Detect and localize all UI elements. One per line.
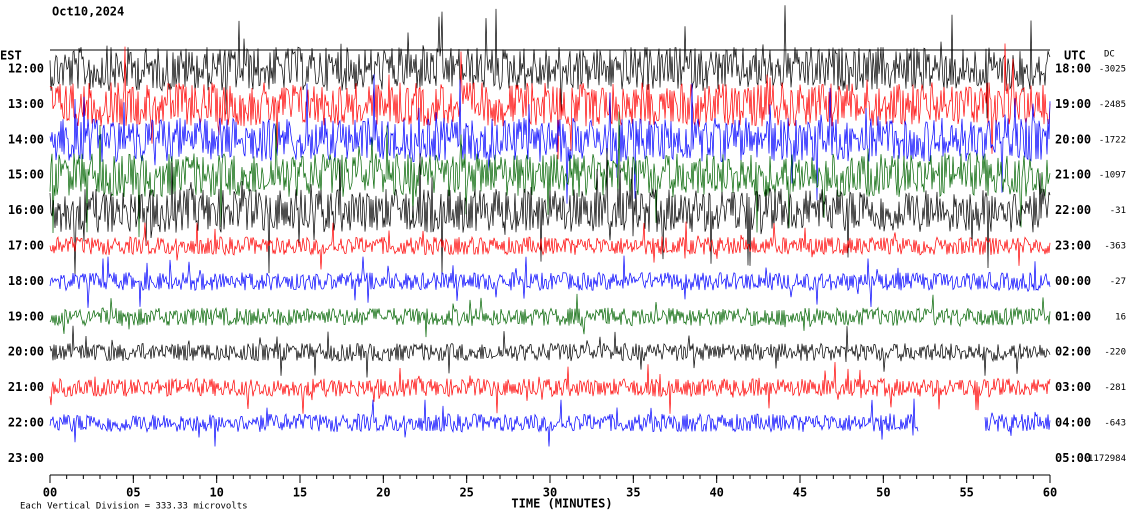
x-tick-label: 30 xyxy=(543,486,557,500)
trace xyxy=(49,361,1051,414)
est-label: 16:00 xyxy=(8,203,44,217)
est-label: 22:00 xyxy=(8,416,44,430)
utc-label: 03:00 xyxy=(1055,380,1091,394)
dc-label: -3025 xyxy=(1099,65,1126,75)
utc-label: 22:00 xyxy=(1055,203,1091,217)
trace xyxy=(49,398,1051,447)
est-label: 19:00 xyxy=(8,309,44,323)
dc-label: -1172984 xyxy=(1083,454,1126,464)
est-label: 23:00 xyxy=(8,451,44,465)
x-tick-label: 00 xyxy=(43,486,57,500)
utc-label: 20:00 xyxy=(1055,132,1091,146)
x-axis-label: TIME (MINUTES) xyxy=(511,497,612,511)
trace xyxy=(49,148,1051,275)
dc-label: -1097 xyxy=(1099,171,1126,181)
x-tick-label: 20 xyxy=(376,486,390,500)
utc-label: 04:00 xyxy=(1055,416,1091,430)
dc-label: -31 xyxy=(1110,206,1126,216)
trace xyxy=(49,293,1051,338)
x-tick-label: 10 xyxy=(209,486,223,500)
x-tick-label: 40 xyxy=(709,486,723,500)
utc-label: 19:00 xyxy=(1055,97,1091,111)
trace xyxy=(49,74,1051,204)
left-axis-label: EST xyxy=(0,49,22,63)
utc-label: 23:00 xyxy=(1055,239,1091,253)
trace xyxy=(49,5,1051,119)
chart-title: Oct10,2024 xyxy=(52,5,124,19)
trace xyxy=(49,221,1051,270)
trace xyxy=(49,255,1051,308)
dc-label: -27 xyxy=(1110,277,1126,287)
est-label: 13:00 xyxy=(8,97,44,111)
est-label: 14:00 xyxy=(8,132,44,146)
dc-label: -1722 xyxy=(1099,135,1126,145)
x-tick-label: 25 xyxy=(459,486,473,500)
utc-label: 21:00 xyxy=(1055,168,1091,182)
x-tick-label: 55 xyxy=(959,486,973,500)
utc-label: 00:00 xyxy=(1055,274,1091,288)
utc-label: 05:00 xyxy=(1055,451,1091,465)
trace xyxy=(49,43,1051,160)
x-tick-label: 45 xyxy=(793,486,807,500)
est-label: 15:00 xyxy=(8,168,44,182)
dc-label: -220 xyxy=(1104,348,1126,358)
trace xyxy=(49,325,1051,378)
dc-label: -281 xyxy=(1104,383,1126,393)
footnote: Each Vertical Division = 333.33 microvol… xyxy=(20,502,248,512)
right-axis-label: UTC xyxy=(1064,49,1086,63)
x-tick-label: 50 xyxy=(876,486,890,500)
utc-label: 18:00 xyxy=(1055,62,1091,76)
x-tick-label: 35 xyxy=(626,486,640,500)
est-label: 20:00 xyxy=(8,345,44,359)
x-tick-label: 15 xyxy=(293,486,307,500)
dc-label: -643 xyxy=(1104,419,1126,429)
dc-label: -2485 xyxy=(1099,100,1126,110)
utc-label: 01:00 xyxy=(1055,309,1091,323)
est-label: 18:00 xyxy=(8,274,44,288)
est-label: 12:00 xyxy=(8,62,44,76)
x-tick-label: 60 xyxy=(1043,486,1057,500)
utc-label: 02:00 xyxy=(1055,345,1091,359)
offset-label: DC xyxy=(1104,50,1115,60)
dc-label: -363 xyxy=(1104,242,1126,252)
x-tick-label: 05 xyxy=(126,486,140,500)
traces xyxy=(49,5,1051,447)
est-label: 17:00 xyxy=(8,239,44,253)
dc-label: 16 xyxy=(1115,312,1126,322)
est-label: 21:00 xyxy=(8,380,44,394)
